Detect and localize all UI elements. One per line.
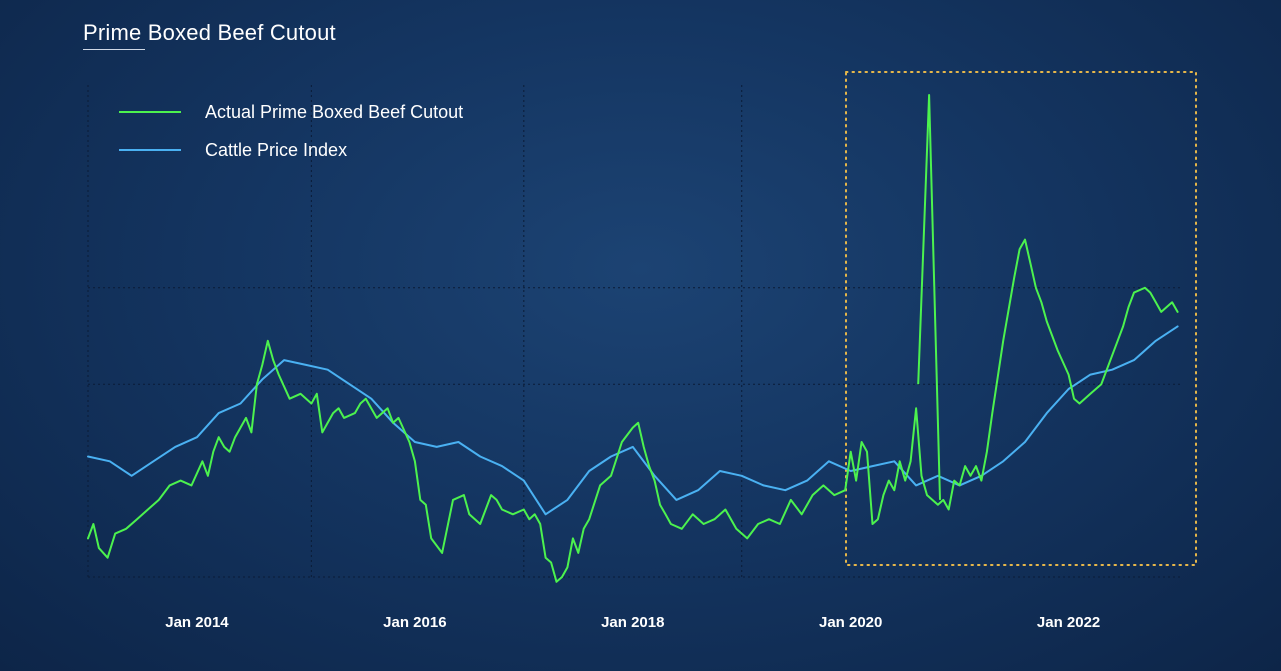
x-tick-label: Jan 2016	[383, 614, 446, 631]
x-tick-label: Jan 2020	[819, 614, 882, 631]
series-spike-beef-cutout	[917, 94, 941, 500]
series-lines	[87, 94, 1179, 583]
legend: Actual Prime Boxed Beef Cutout Cattle Pri…	[119, 102, 463, 160]
grid-lines	[87, 85, 1183, 578]
highlight-box	[845, 71, 1197, 566]
x-axis-ticks: Jan 2014 Jan 2016 Jan 2018 Jan 2020 Jan 2022	[165, 614, 1100, 631]
chart-title: Prime Boxed Beef Cutout	[83, 20, 336, 45]
legend-label: Cattle Price Index	[205, 140, 347, 160]
x-tick-label: Jan 2018	[601, 614, 664, 631]
highlight-region	[845, 71, 1197, 566]
x-tick-label: Jan 2014	[165, 614, 229, 631]
title-underline	[83, 49, 145, 50]
x-tick-label: Jan 2022	[1037, 614, 1100, 631]
series-line-cattle-index	[87, 325, 1179, 516]
legend-label: Actual Prime Boxed Beef Cutout	[205, 102, 463, 122]
series-line-beef-cutout	[87, 238, 1179, 583]
